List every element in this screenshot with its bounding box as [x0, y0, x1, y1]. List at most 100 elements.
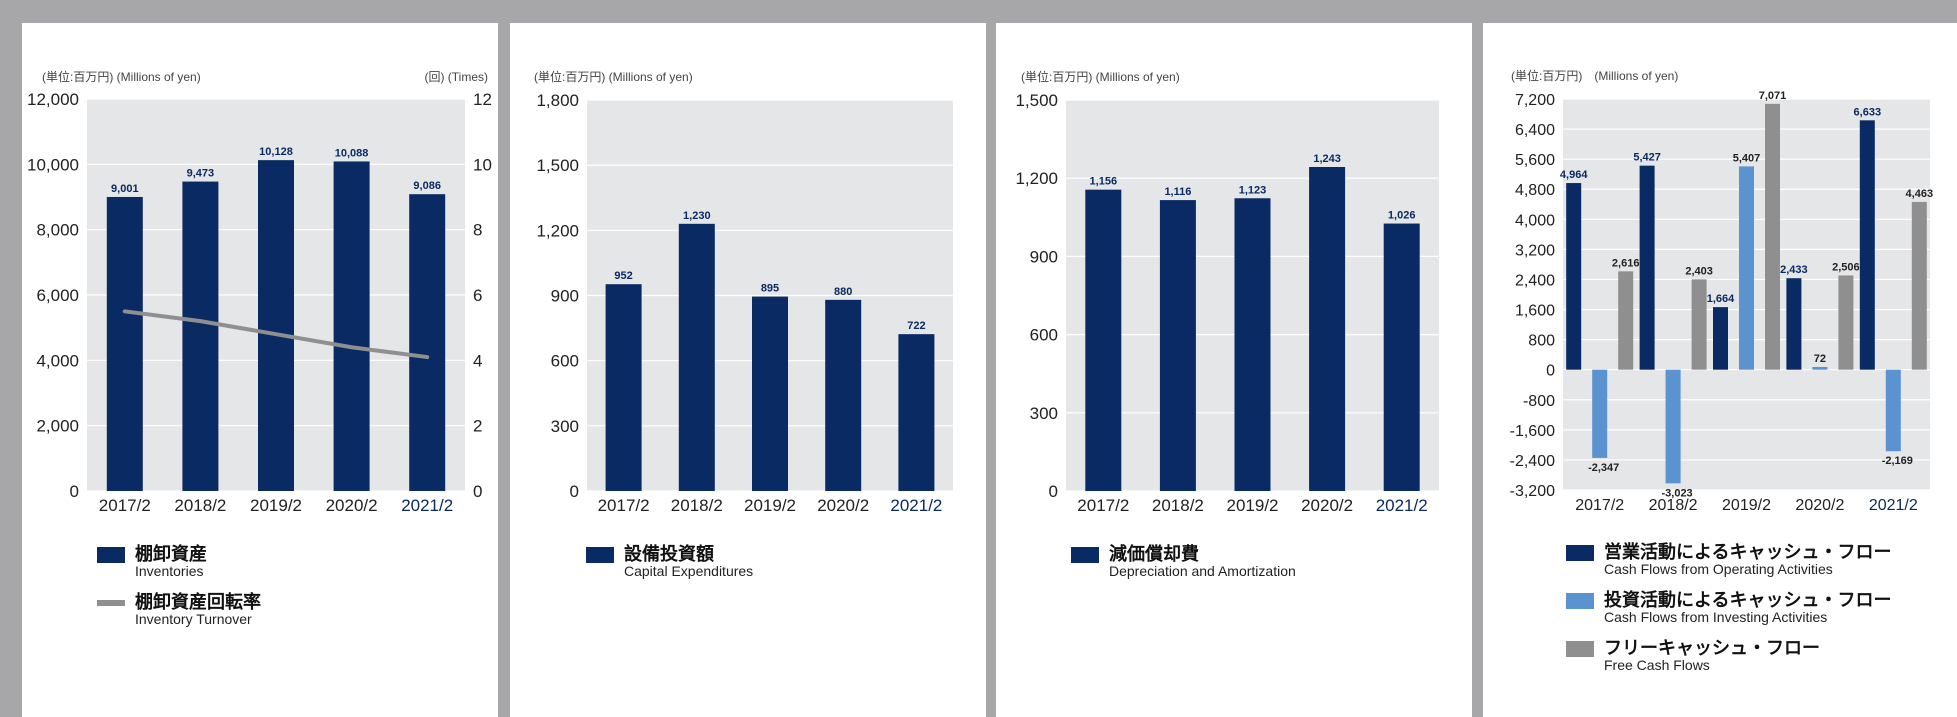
legend-label-en: Capital Expenditures	[624, 563, 754, 579]
y-tick-label: 1,200	[1015, 169, 1058, 188]
turnover-line	[122, 309, 430, 360]
data-label: -3,023	[1661, 487, 1692, 499]
x-tick-label: 2020/2	[326, 496, 378, 515]
x-tick-label: 2021/2	[1869, 497, 1918, 514]
y-tick-label: 5,600	[1515, 152, 1555, 169]
x-tick-label: 2017/2	[1077, 496, 1129, 515]
bar	[1786, 278, 1802, 370]
y-tick-label: 3,200	[1515, 242, 1555, 259]
legend-swatch	[1071, 547, 1099, 563]
data-label: 1,026	[1388, 210, 1416, 222]
x-tick-label: 2018/2	[174, 496, 226, 515]
data-label: 72	[1814, 353, 1826, 365]
inventories-chart: 0 2,000 4,000 6,000 8,000 10,000 12,000 0 2 4 6 8 10…	[27, 90, 492, 515]
x-tick-label: 2017/2	[1575, 497, 1624, 514]
bar	[1639, 165, 1655, 370]
capex-panel: (単位:百万円) (Millions of yen) 0 300 600 900 1,2…	[510, 23, 986, 717]
bar	[1838, 275, 1854, 370]
data-label: -2,169	[1882, 455, 1913, 467]
data-label: 4,463	[1906, 188, 1934, 200]
data-label: -2,347	[1588, 462, 1619, 474]
data-label: 2,616	[1612, 257, 1640, 269]
unit-label-left: (単位:百万円) (Millions of yen)	[534, 70, 693, 84]
y-tick-label: 0	[570, 482, 579, 501]
y-tick-label: 2,000	[36, 417, 79, 436]
capex-chart: 0 300 600 900 1,200 1,500 1,800 2017/2 2018/2 201…	[536, 91, 953, 515]
data-label: 895	[761, 283, 779, 295]
x-tick-label: 2017/2	[598, 496, 650, 515]
x-tick-label: 2019/2	[1227, 496, 1279, 515]
data-label: 6,633	[1854, 106, 1882, 118]
x-tick-label: 2018/2	[1649, 497, 1698, 514]
x-tick-label: 2020/2	[1301, 496, 1353, 515]
legend-label-ja: 棚卸資産	[135, 544, 207, 564]
bar	[333, 161, 370, 491]
legend-swatch	[1566, 641, 1594, 657]
data-label: 1,230	[683, 210, 711, 222]
bar	[1911, 201, 1927, 370]
x-tick-label: 2021/2	[401, 496, 453, 515]
bar	[1713, 307, 1728, 370]
y-tick-label: 1,200	[536, 221, 579, 240]
y-tick-label: 900	[1030, 247, 1058, 266]
depreciation-panel: (単位:百万円) (Millions of yen) 0 300 600 900 1,2…	[996, 23, 1472, 717]
bar	[1566, 183, 1582, 370]
data-label: 1,664	[1707, 293, 1735, 305]
x-tick-label: 2019/2	[744, 496, 796, 515]
bar	[1618, 271, 1634, 370]
data-label: 1,116	[1164, 186, 1191, 198]
x-tick-label: 2020/2	[1795, 497, 1844, 514]
legend-label-en: Cash Flows from Operating Activities	[1604, 561, 1833, 577]
unit-label-left: (単位:百万円) (Millions of yen)	[1511, 69, 1679, 83]
bar	[1691, 279, 1707, 370]
x-tick-label: 2021/2	[1376, 496, 1428, 515]
y-tick-label: 6,000	[36, 286, 79, 305]
data-label: 9,001	[111, 183, 139, 195]
bar	[1665, 369, 1681, 484]
cash-flow-chart: -3,200 -2,400 -1,600 -800 0 800 1,600 2,400 3,20…	[1510, 90, 1934, 514]
unit-label-left: (単位:百万円) (Millions of yen)	[42, 70, 201, 84]
legend-label-ja: 減価償却費	[1109, 544, 1199, 564]
y-tick-label: 4,000	[36, 351, 79, 370]
bar	[678, 223, 715, 492]
bar	[409, 194, 446, 491]
x-tick-label: 2018/2	[671, 496, 723, 515]
y-tick-label: 1,600	[1515, 303, 1555, 320]
legend-label-ja: 棚卸資産回転率	[135, 592, 261, 612]
data-label: 5,407	[1733, 152, 1761, 164]
y2-tick-label: 6	[473, 286, 482, 305]
data-label: 9,086	[413, 180, 441, 192]
data-label: 4,964	[1560, 169, 1588, 181]
data-label: 952	[614, 270, 632, 282]
y-tick-label: 900	[551, 287, 579, 306]
legend-label-en: Inventory Turnover	[135, 611, 252, 627]
bar	[1859, 120, 1875, 370]
y-tick-label: 600	[1030, 326, 1058, 345]
y-tick-label: 4,000	[1515, 212, 1555, 229]
legend-label-en: Cash Flows from Investing Activities	[1604, 609, 1828, 625]
bar	[1885, 369, 1901, 452]
y-tick-label: 12,000	[27, 90, 79, 109]
bar	[1159, 200, 1196, 491]
x-tick-label: 2019/2	[1722, 497, 1771, 514]
x-tick-label: 2021/2	[890, 496, 942, 515]
y2-tick-label: 0	[473, 482, 482, 501]
y-tick-label: 0	[1546, 363, 1555, 380]
data-label: 10,088	[335, 147, 369, 159]
legend-label-en: Free Cash Flows	[1604, 657, 1710, 673]
bar	[898, 334, 935, 491]
legend-swatch	[1566, 545, 1594, 561]
bar	[1592, 369, 1608, 458]
y-tick-label: 1,800	[536, 91, 579, 110]
bar	[1765, 103, 1780, 370]
bar	[1383, 223, 1420, 491]
legend-label-ja: 投資活動によるキャッシュ・フロー	[1604, 590, 1892, 610]
y-tick-label: 7,200	[1515, 92, 1555, 109]
data-label: 2,506	[1832, 261, 1860, 273]
y2-tick-label: 12	[473, 90, 492, 109]
legend-label-en: Inventories	[135, 563, 204, 579]
bar	[258, 160, 294, 492]
bar	[1812, 366, 1828, 370]
y2-tick-label: 10	[473, 155, 492, 174]
depreciation-chart: 0 300 600 900 1,200 1,500 2017/2 2018/2 2019/2 20…	[1015, 91, 1439, 515]
